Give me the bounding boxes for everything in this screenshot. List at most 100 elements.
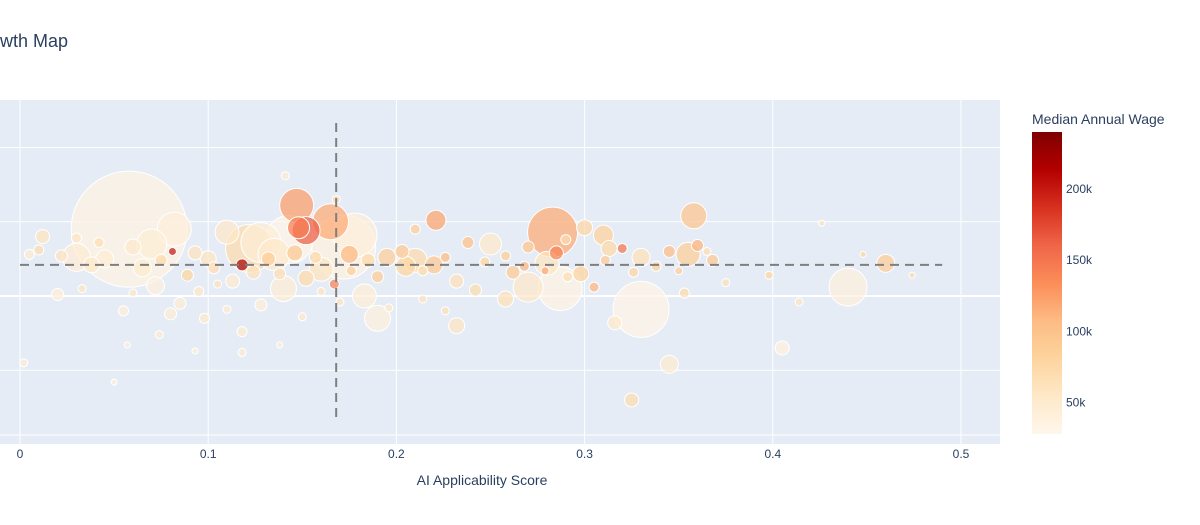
- data-point: [70, 232, 82, 244]
- data-point: [146, 276, 166, 296]
- data-point: [335, 297, 345, 307]
- x-tick-label: 0.3: [576, 447, 593, 461]
- data-point: [33, 244, 45, 256]
- data-point: [364, 304, 392, 332]
- x-tick-label: 0.4: [764, 447, 781, 461]
- data-point: [518, 260, 530, 272]
- data-point: [276, 341, 284, 349]
- colorbar-tick-label: 200k: [1066, 182, 1093, 196]
- data-point: [245, 264, 261, 280]
- data-point: [339, 244, 359, 264]
- data-point: [449, 273, 465, 289]
- data-point: [118, 305, 130, 317]
- data-point: [521, 240, 535, 254]
- data-point: [674, 266, 684, 276]
- data-point: [908, 271, 916, 279]
- data-point: [461, 236, 475, 250]
- data-point: [23, 248, 35, 260]
- data-point: [132, 258, 152, 278]
- colorbar: [1032, 132, 1062, 434]
- data-point: [500, 250, 512, 262]
- data-point: [287, 216, 311, 240]
- colorbar-tick-label: 50k: [1066, 396, 1086, 410]
- data-point: [110, 378, 118, 386]
- data-point: [876, 253, 896, 273]
- data-point: [124, 238, 142, 256]
- data-point: [425, 209, 447, 231]
- data-point: [236, 326, 248, 338]
- x-tick-label: 0.1: [200, 447, 217, 461]
- colorbar-tick-label: 150k: [1066, 253, 1093, 267]
- data-point: [395, 255, 417, 277]
- data-point: [254, 298, 268, 312]
- data-point: [328, 278, 340, 290]
- data-point: [260, 251, 276, 267]
- data-point: [588, 281, 600, 293]
- data-point: [237, 347, 247, 357]
- data-point: [173, 296, 187, 310]
- data-point: [35, 229, 51, 245]
- data-point: [512, 271, 544, 303]
- colorbar-tick-label: 100k: [1066, 324, 1093, 338]
- data-point: [351, 283, 377, 309]
- data-point: [371, 270, 385, 284]
- x-tick-label: 0.5: [953, 447, 970, 461]
- data-point: [123, 341, 131, 349]
- data-point: [774, 340, 790, 356]
- data-point: [193, 286, 205, 298]
- data-point: [721, 278, 731, 288]
- data-point: [540, 266, 550, 276]
- data-point: [187, 245, 203, 261]
- data-point: [691, 239, 705, 253]
- data-point: [297, 312, 307, 322]
- data-point: [280, 171, 290, 181]
- data-point: [560, 234, 572, 246]
- data-point: [191, 347, 199, 355]
- data-point: [93, 237, 105, 249]
- data-point: [394, 243, 410, 259]
- data-point: [764, 270, 774, 280]
- data-point: [616, 242, 628, 254]
- data-point: [54, 249, 68, 263]
- data-point: [273, 267, 287, 281]
- data-point: [308, 250, 322, 264]
- data-point: [548, 245, 564, 261]
- data-point: [19, 358, 29, 368]
- data-point: [297, 269, 315, 287]
- data-point: [154, 330, 164, 340]
- data-point: [128, 288, 138, 298]
- data-point: [680, 202, 708, 230]
- data-point: [409, 223, 421, 235]
- data-point: [572, 265, 590, 283]
- data-point: [286, 244, 304, 262]
- x-tick-label: 0: [17, 447, 24, 461]
- data-point: [706, 253, 720, 267]
- data-point: [222, 304, 232, 314]
- data-point: [213, 279, 223, 289]
- x-tick-labels: 0 0.1 0.2 0.3 0.4 0.5: [17, 447, 970, 461]
- data-point: [207, 261, 221, 275]
- data-point: [448, 317, 466, 335]
- data-point: [384, 303, 394, 313]
- x-axis-title: AI Applicability Score: [417, 472, 548, 488]
- data-points: [19, 170, 916, 408]
- colorbar-title: Median Annual Wage: [1032, 111, 1165, 127]
- data-point: [468, 283, 482, 297]
- data-point: [576, 219, 594, 237]
- data-point: [497, 290, 515, 308]
- data-point: [607, 315, 623, 331]
- data-point: [198, 312, 210, 324]
- data-point: [440, 306, 450, 316]
- data-point: [612, 280, 670, 338]
- data-point: [269, 275, 297, 303]
- data-point: [439, 251, 451, 263]
- data-point: [167, 246, 177, 256]
- data-point: [624, 392, 640, 408]
- data-point: [818, 219, 826, 227]
- data-point: [418, 294, 428, 304]
- data-point: [794, 297, 804, 307]
- data-point: [828, 267, 868, 307]
- data-point: [600, 239, 618, 257]
- data-point: [225, 273, 241, 289]
